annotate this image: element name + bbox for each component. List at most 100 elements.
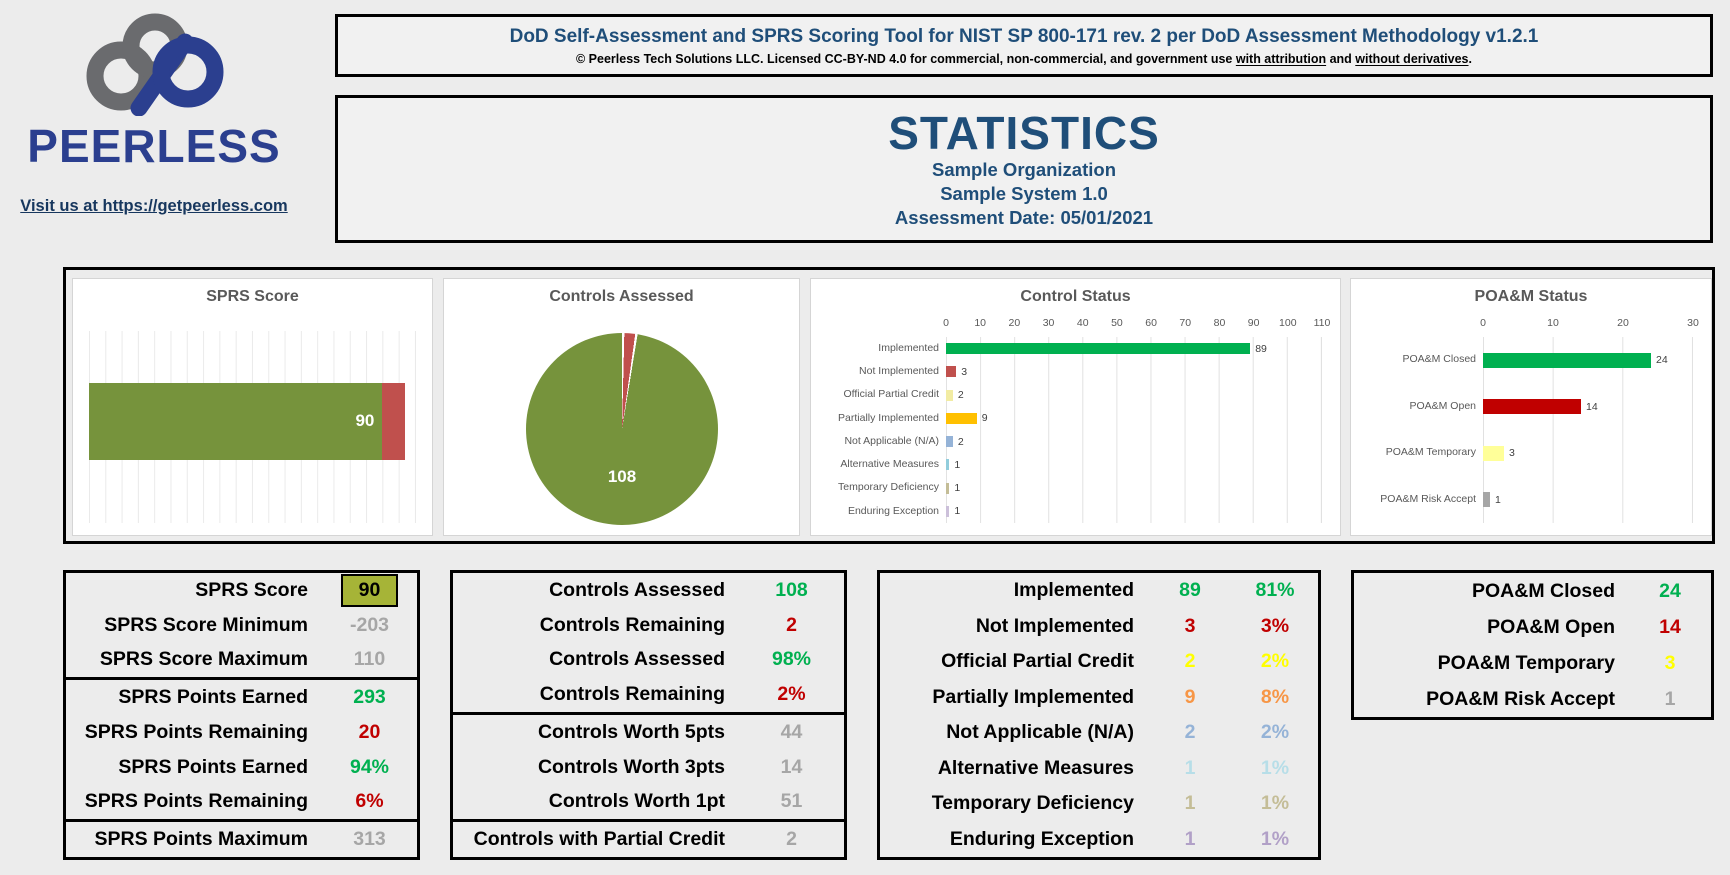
system-name: Sample System 1.0 <box>940 183 1108 205</box>
table-row: POA&M Temporary 3 <box>1354 645 1711 681</box>
bar <box>946 343 1251 355</box>
bar-track: 24 <box>1483 337 1693 384</box>
row-percent: 8% <box>1260 685 1290 708</box>
table-row: Temporary Deficiency 1 1% <box>880 786 1318 822</box>
bar-track: 2 <box>946 384 1322 407</box>
table-row: Controls Assessed 108 <box>453 573 844 608</box>
axis-tick-label: 30 <box>1687 317 1699 329</box>
table-row: Enduring Exception 1 1% <box>880 822 1318 858</box>
table-row: Controls Remaining 2 <box>453 608 844 643</box>
bar <box>946 389 953 401</box>
bar-row: Temporary Deficiency 1 <box>821 477 1322 500</box>
row-value: 2 <box>786 613 797 636</box>
row-label: Not Implemented <box>975 614 1134 637</box>
axis-tick-label: 50 <box>1111 317 1123 329</box>
row-percent: 2% <box>1260 721 1290 744</box>
row-value: 110 <box>353 648 386 671</box>
category-label: POA&M Risk Accept <box>1380 492 1476 505</box>
bar <box>1483 399 1581 415</box>
row-label: Controls Remaining <box>539 683 725 706</box>
table-row: Controls with Partial Credit 2 <box>453 822 844 857</box>
bar-track: 9 <box>946 407 1322 430</box>
row-label: Implemented <box>1013 579 1134 602</box>
peerless-logo: PEERLESS Visit us at https://getpeerless… <box>8 4 300 216</box>
bar <box>946 505 950 517</box>
bar-track: 3 <box>946 360 1322 383</box>
license-derivatives: without derivatives <box>1355 51 1469 66</box>
axis-tick-label: 100 <box>1279 317 1297 329</box>
bar-value-label: 1 <box>954 458 961 471</box>
table-row: SPRS Score Maximum 110 <box>66 643 417 681</box>
row-label: SPRS Points Earned <box>118 755 308 778</box>
sprs-bar-segment: 90 <box>89 382 383 460</box>
control-status-table: Implemented 89 81% Not Implemented 3 3% Offici… <box>877 570 1321 860</box>
row-label: Controls Assessed <box>549 648 725 671</box>
plot-gridlines <box>1483 337 1693 523</box>
bar-row: Enduring Exception 1 <box>821 500 1322 523</box>
row-value: 1 <box>1184 792 1196 815</box>
bar-row: POA&M Risk Accept 1 <box>1361 477 1693 524</box>
table-row: Official Partial Credit 2 2% <box>880 644 1318 680</box>
bar-row: POA&M Closed 24 <box>1361 337 1693 384</box>
row-label: Temporary Deficiency <box>931 792 1134 815</box>
bar-value-label: 3 <box>961 365 968 378</box>
page-title: STATISTICS <box>888 106 1160 159</box>
license-attribution: with attribution <box>1235 51 1327 66</box>
row-value: 2 <box>1184 721 1196 744</box>
bar-value-label: 14 <box>1586 400 1598 413</box>
axis-tick-label: 90 <box>1247 317 1260 329</box>
row-value: 1 <box>1184 756 1196 779</box>
row-value: 94% <box>349 755 390 778</box>
bar-value-label: 1 <box>954 505 961 518</box>
category-label: Temporary Deficiency <box>838 481 939 494</box>
row-label: Official Partial Credit <box>941 650 1134 673</box>
bar-row: POA&M Temporary 3 <box>1361 430 1693 477</box>
row-value: 6% <box>355 790 384 813</box>
axis-tick-label: 0 <box>943 317 949 329</box>
bar <box>1483 352 1651 368</box>
row-percent: 1% <box>1260 827 1290 850</box>
table-row: POA&M Open 14 <box>1354 609 1711 645</box>
bar <box>1483 492 1490 508</box>
bar-track: 1 <box>946 500 1322 523</box>
statistics-header-box: STATISTICS Sample Organization Sample Sy… <box>335 95 1713 243</box>
license-line: © Peerless Tech Solutions LLC. Licensed … <box>576 52 1472 66</box>
row-label: SPRS Points Remaining <box>84 720 308 743</box>
bar-value-label: 89 <box>1255 342 1267 355</box>
axis-tick-label: 10 <box>1547 317 1559 329</box>
row-value: 24 <box>1659 579 1681 602</box>
tool-title: DoD Self-Assessment and SPRS Scoring Too… <box>509 25 1539 47</box>
row-value: 1 <box>1664 687 1676 710</box>
bar-track: 2 <box>946 430 1322 453</box>
chart-title: Control Status <box>1020 288 1131 305</box>
table-row: Controls Remaining 2% <box>453 677 844 715</box>
bar-track: 89 <box>946 337 1322 360</box>
row-value: 313 <box>353 828 386 851</box>
table-row: SPRS Score 90 <box>66 573 417 608</box>
controls-assessed-pie: 108 <box>526 333 718 525</box>
table-row: Controls Worth 3pts 14 <box>453 750 844 785</box>
row-label: SPRS Score Maximum <box>99 648 308 671</box>
category-label: Not Applicable (N/A) <box>844 434 939 447</box>
row-value: 98% <box>771 648 812 671</box>
sprs-bar-segment <box>382 382 406 460</box>
row-label: SPRS Score Minimum <box>104 613 308 636</box>
axis-tick-label: 110 <box>1313 317 1331 329</box>
axis-tick-label: 80 <box>1213 317 1226 329</box>
bar-row: Alternative Measures 1 <box>821 453 1322 476</box>
category-label: Not Implemented <box>859 365 939 378</box>
table-row: SPRS Points Remaining 6% <box>66 785 417 823</box>
bar <box>946 366 957 378</box>
axis-tick-label: 10 <box>974 317 987 329</box>
table-row: Not Implemented 3 3% <box>880 609 1318 645</box>
axis-tick-label: 40 <box>1076 317 1089 329</box>
poam-status-chart: POA&M Status 0 10 20 30 POA&M Closed 24 POA&M … <box>1350 278 1712 536</box>
row-value: 44 <box>780 720 803 743</box>
peerless-cloud-icon <box>86 13 224 117</box>
row-value: 2 <box>1184 650 1196 673</box>
row-value: 51 <box>780 790 803 813</box>
bar-row: Official Partial Credit 2 <box>821 384 1322 407</box>
row-label: POA&M Risk Accept <box>1426 687 1615 710</box>
bar-value-label: 1 <box>1495 493 1501 506</box>
website-link[interactable]: Visit us at https://getpeerless.com <box>20 197 288 215</box>
